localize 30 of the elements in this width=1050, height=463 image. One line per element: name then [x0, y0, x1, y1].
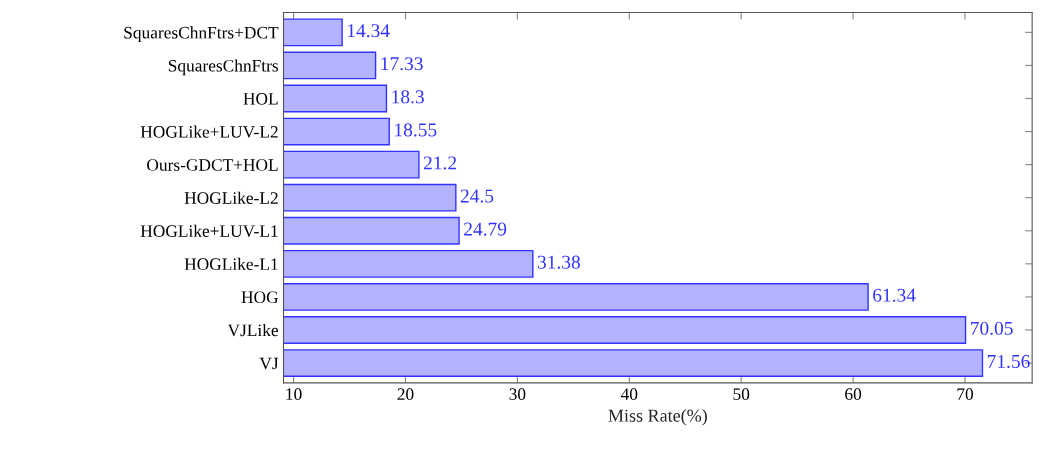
data-label: 71.56: [987, 354, 1030, 369]
data-label: 61.34: [873, 288, 916, 302]
x-tick-label: 40: [620, 388, 638, 400]
data-label: 14.34: [348, 24, 390, 38]
y-tick-label: HOGLike+LUV-L2: [140, 125, 278, 138]
y-tick-label: HOL: [243, 93, 278, 105]
data-label: 18.55: [395, 123, 437, 137]
x-tick-label: 30: [509, 388, 526, 400]
x-tick-label: 20: [397, 388, 414, 400]
y-tick-label: SquaresChnFtrs+DCT: [124, 26, 279, 43]
y-tick-label: VJ: [259, 357, 279, 370]
x-tick-label: 50: [733, 388, 750, 400]
y-tick-label: VJLike: [227, 323, 279, 337]
data-label: 24.5: [460, 189, 494, 203]
x-tick-label: 10: [286, 388, 302, 400]
y-tick-label: HOGLike-L1: [184, 257, 278, 271]
data-label: 24.79: [464, 222, 507, 236]
y-tick-label: SquaresChnFtrs: [168, 59, 279, 76]
data-label: 17.33: [381, 57, 423, 71]
data-label: 70.05: [971, 321, 1013, 335]
x-tick-label: 60: [845, 388, 862, 400]
y-tick-label: Ours-GDCT+HOL: [147, 159, 278, 171]
y-tick-label: HOGLike+LUV-L1: [140, 224, 278, 238]
y-tick-label: HOGLike-L2: [184, 191, 278, 204]
y-tick-label: HOG: [241, 291, 279, 304]
data-label: 31.38: [537, 255, 580, 269]
data-label: 18.3: [392, 90, 424, 104]
x-axis-title: Miss Rate(%): [608, 409, 707, 426]
x-tick-label: 70: [957, 388, 974, 400]
data-label: 21.2: [423, 156, 457, 170]
